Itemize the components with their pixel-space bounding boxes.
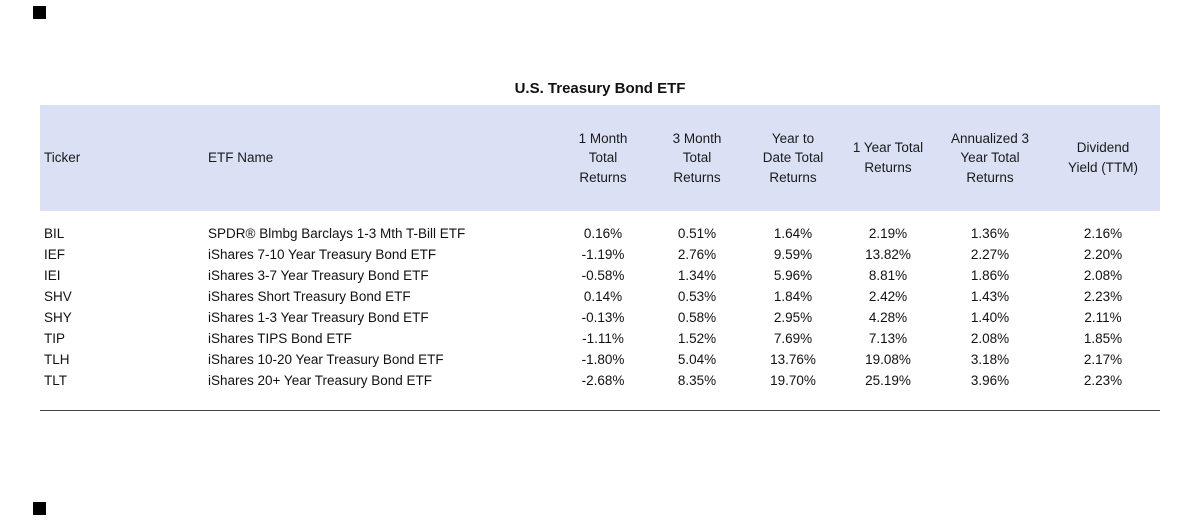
- return-value-cell: 2.20%: [1083, 247, 1123, 262]
- ticker-cell: TLH: [44, 352, 70, 367]
- return-value-cell: 19.70%: [770, 373, 816, 388]
- return-value-cell: 2.08%: [1083, 268, 1123, 283]
- return-value-cell: 3.96%: [970, 373, 1010, 388]
- return-value-cell: 0.14%: [583, 289, 623, 304]
- table-row: SHV iShares Short Treasury Bond ETF 0.14% 0…: [40, 286, 1160, 307]
- return-value-cell: 7.13%: [868, 331, 908, 346]
- ticker-cell: TIP: [44, 331, 66, 346]
- table-row: SHY iShares 1-3 Year Treasury Bond ETF -0.…: [40, 307, 1160, 328]
- return-value-cell: 5.96%: [773, 268, 813, 283]
- etf-name-cell: iShares 7-10 Year Treasury Bond ETF: [208, 247, 437, 262]
- return-value-cell: 1.40%: [970, 310, 1010, 325]
- table-row: TLT iShares 20+ Year Treasury Bond ETF -2.…: [40, 370, 1160, 391]
- corner-marker-bottom: [33, 502, 46, 515]
- table-row: TLH iShares 10-20 Year Treasury Bond ETF -…: [40, 349, 1160, 370]
- return-value-cell: 1.86%: [970, 268, 1010, 283]
- header-ytd-returns: Year to Date Total Returns: [762, 130, 824, 185]
- return-value-cell: 8.35%: [677, 373, 717, 388]
- etf-name-cell: iShares 1-3 Year Treasury Bond ETF: [208, 310, 429, 325]
- return-value-cell: -1.11%: [582, 331, 624, 346]
- return-value-cell: 0.16%: [583, 226, 623, 241]
- ticker-cell: TLT: [44, 373, 67, 388]
- return-value-cell: 0.58%: [677, 310, 717, 325]
- return-value-cell: 2.27%: [970, 247, 1010, 262]
- return-value-cell: 1.34%: [677, 268, 717, 283]
- return-value-cell: -0.58%: [581, 268, 625, 283]
- ticker-cell: IEI: [44, 268, 61, 283]
- table-row: BIL SPDR® Blmbg Barclays 1-3 Mth T-Bill E…: [40, 211, 1160, 244]
- return-value-cell: 2.42%: [868, 289, 908, 304]
- return-value-cell: 13.76%: [770, 352, 816, 367]
- table-header: Ticker ETF Name 1 Month Total Returns 3 …: [40, 105, 1160, 211]
- etf-name-cell: iShares 20+ Year Treasury Bond ETF: [208, 373, 433, 388]
- return-value-cell: 4.28%: [868, 310, 908, 325]
- return-value-cell: 1.64%: [773, 226, 813, 241]
- return-value-cell: 2.23%: [1083, 373, 1123, 388]
- etf-name-cell: SPDR® Blmbg Barclays 1-3 Mth T-Bill ETF: [208, 226, 466, 241]
- etf-table: Ticker ETF Name 1 Month Total Returns 3 …: [40, 105, 1160, 391]
- header-ticker: Ticker: [44, 150, 81, 166]
- table-row: TIP iShares TIPS Bond ETF -1.11% 1.52% 7.69%…: [40, 328, 1160, 349]
- return-value-cell: 2.17%: [1083, 352, 1123, 367]
- header-1-year-returns: 1 Year Total Returns: [852, 140, 924, 175]
- return-value-cell: 2.16%: [1083, 226, 1123, 241]
- return-value-cell: 2.76%: [677, 247, 717, 262]
- return-value-cell: 2.23%: [1083, 289, 1123, 304]
- return-value-cell: 2.11%: [1084, 310, 1122, 325]
- ticker-cell: SHY: [44, 310, 72, 325]
- return-value-cell: 2.08%: [970, 331, 1010, 346]
- return-value-cell: 2.19%: [868, 226, 908, 241]
- etf-name-cell: iShares 3-7 Year Treasury Bond ETF: [208, 268, 429, 283]
- header-row: Ticker ETF Name 1 Month Total Returns 3 …: [40, 105, 1160, 211]
- return-value-cell: 2.95%: [773, 310, 813, 325]
- return-value-cell: 13.82%: [865, 247, 911, 262]
- return-value-cell: 9.59%: [773, 247, 813, 262]
- return-value-cell: 25.19%: [865, 373, 911, 388]
- return-value-cell: 1.36%: [970, 226, 1010, 241]
- table-bottom-rule: [40, 410, 1160, 411]
- return-value-cell: -2.68%: [581, 373, 625, 388]
- header-dividend-yield: Dividend Yield (TTM): [1068, 140, 1138, 175]
- return-value-cell: -0.13%: [581, 310, 625, 325]
- return-value-cell: 19.08%: [865, 352, 911, 367]
- table-row: IEI iShares 3-7 Year Treasury Bond ETF -0.…: [40, 265, 1160, 286]
- etf-name-cell: iShares Short Treasury Bond ETF: [208, 289, 411, 304]
- table-row: IEF iShares 7-10 Year Treasury Bond ETF -1…: [40, 244, 1160, 265]
- corner-marker-top: [33, 6, 46, 19]
- return-value-cell: 5.04%: [677, 352, 717, 367]
- return-value-cell: 8.81%: [868, 268, 908, 283]
- return-value-cell: -1.80%: [581, 352, 625, 367]
- return-value-cell: 1.84%: [773, 289, 813, 304]
- return-value-cell: 1.52%: [677, 331, 717, 346]
- table-body: BIL SPDR® Blmbg Barclays 1-3 Mth T-Bill E…: [40, 211, 1160, 391]
- return-value-cell: -1.19%: [581, 247, 625, 262]
- header-etf-name: ETF Name: [208, 150, 274, 166]
- ticker-cell: BIL: [44, 226, 65, 241]
- table-title: U.S. Treasury Bond ETF: [514, 80, 686, 97]
- return-value-cell: 7.69%: [773, 331, 813, 346]
- return-value-cell: 0.53%: [677, 289, 717, 304]
- ticker-cell: SHV: [44, 289, 72, 304]
- header-annualized-3-year-returns: Annualized 3 Year Total Returns: [950, 130, 1030, 185]
- etf-name-cell: iShares 10-20 Year Treasury Bond ETF: [208, 352, 444, 367]
- return-value-cell: 1.43%: [970, 289, 1010, 304]
- header-1-month-returns: 1 Month Total Returns: [578, 130, 628, 185]
- return-value-cell: 0.51%: [677, 226, 717, 241]
- ticker-cell: IEF: [44, 247, 66, 262]
- return-value-cell: 1.85%: [1083, 331, 1123, 346]
- etf-name-cell: iShares TIPS Bond ETF: [208, 331, 352, 346]
- return-value-cell: 3.18%: [970, 352, 1010, 367]
- header-3-month-returns: 3 Month Total Returns: [672, 130, 722, 185]
